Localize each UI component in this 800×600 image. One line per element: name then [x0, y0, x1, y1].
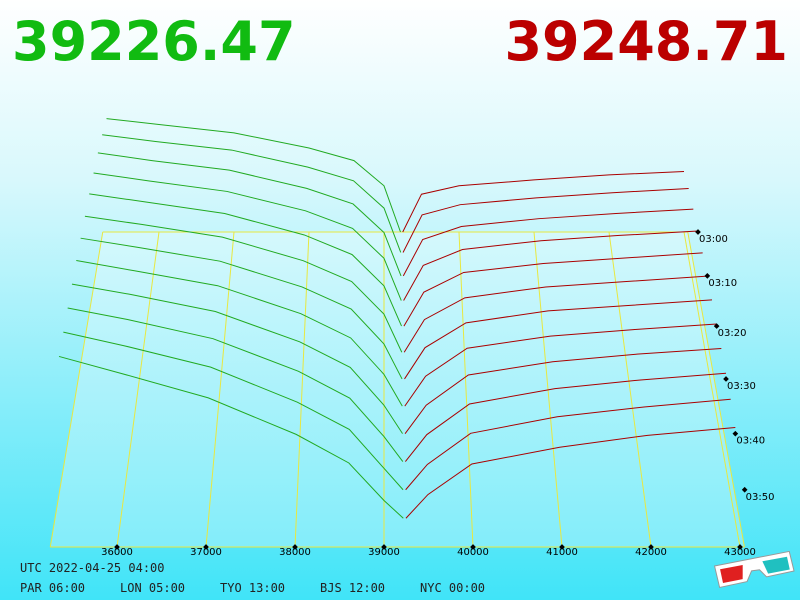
- plot: 36000 37000 38000 39000 40000 41000 42000 43000…: [49, 118, 775, 558]
- t-tick-mark: [741, 486, 748, 493]
- bid-depth-line: [76, 260, 403, 407]
- floor: [50, 232, 745, 547]
- grid-line: [608, 231, 652, 548]
- t-tick-label: 03:10: [708, 278, 737, 289]
- x-tick-label: 36000: [101, 547, 133, 558]
- ask-depth-line: [404, 299, 713, 380]
- floor-edge: [687, 231, 745, 548]
- bid-depth-line: [80, 237, 403, 380]
- clock-label: TYO 13:00: [220, 581, 285, 595]
- x-tick-mark: [648, 544, 654, 550]
- t-tick-mark: [713, 323, 720, 329]
- bid-depth-line: [71, 283, 403, 434]
- clock-label: LON 05:00: [120, 581, 185, 595]
- x-tick-label: 41000: [546, 547, 578, 558]
- bid-depth-line: [102, 134, 402, 253]
- ask-depth-line: [404, 372, 727, 462]
- grid-line: [458, 231, 474, 548]
- ask-depth-line: [403, 230, 699, 301]
- t-tick-mark: [704, 273, 711, 279]
- x-tick-mark: [737, 544, 743, 550]
- ask-depth-line: [405, 426, 736, 519]
- x-tick-label: 39000: [368, 547, 400, 558]
- ask-depth-line: [403, 252, 703, 327]
- glasses-left-lens: [720, 565, 743, 583]
- t-tick-mark: [732, 430, 739, 437]
- bid-depth-line: [58, 355, 404, 519]
- clocks: PAR 06:00 LON 05:00 TYO 13:00 BJS 12:00 NYC …: [20, 581, 485, 595]
- clock-label: PAR 06:00: [20, 581, 85, 595]
- bid-depth-line: [97, 152, 402, 277]
- t-tick-label: 03:40: [736, 436, 765, 447]
- 3d-glasses-icon[interactable]: [713, 550, 795, 589]
- grid-line: [205, 231, 235, 548]
- x-tick-label: 38000: [279, 547, 311, 558]
- ask-depth-line: [402, 208, 694, 277]
- utc-label: UTC 2022-04-25 04:00: [20, 561, 165, 575]
- grid-line: [294, 231, 310, 548]
- ask-depth-line: [404, 323, 717, 407]
- ask-depth-line: [402, 171, 685, 233]
- bid-depth-line: [89, 193, 402, 327]
- glasses-right-lens: [762, 556, 790, 574]
- bid-depth-line: [63, 331, 404, 491]
- x-tick-mark: [292, 544, 298, 550]
- t-tick-label: 03:50: [746, 492, 775, 503]
- x-tick-mark: [114, 544, 120, 550]
- x-tick-mark: [203, 544, 209, 550]
- t-tick-label: 03:00: [699, 234, 728, 245]
- ask-depth-line: [402, 187, 689, 253]
- x-tick-label: 42000: [635, 547, 667, 558]
- bid-depth-line: [84, 215, 403, 353]
- bid-depth-line: [67, 307, 404, 462]
- x-tick-mark: [559, 544, 565, 550]
- grid-line: [683, 231, 741, 548]
- bid-depth-line: [106, 118, 401, 233]
- grid-line: [116, 231, 160, 548]
- floor-edge: [49, 231, 104, 548]
- x-tick-label: 40000: [457, 547, 489, 558]
- x-tick-label: 37000: [190, 547, 222, 558]
- t-tick-label: 03:20: [718, 328, 747, 339]
- ask-depth-line: [403, 275, 708, 353]
- x-tick-label: 43000: [724, 547, 756, 558]
- ask-depth-line: [404, 347, 722, 434]
- t-tick-mark: [695, 229, 701, 235]
- t-tick-label: 03:30: [727, 381, 756, 392]
- t-tick-mark: [723, 376, 729, 382]
- ask-price: 39248.71: [504, 10, 788, 73]
- ask-depth-line: [405, 398, 731, 491]
- x-tick-mark: [381, 544, 387, 550]
- bid-depth-line: [93, 172, 402, 301]
- bid-price: 39226.47: [12, 10, 296, 73]
- clock-label: BJS 12:00: [320, 581, 385, 595]
- x-tick-mark: [470, 544, 476, 550]
- clock-label: NYC 00:00: [420, 581, 485, 595]
